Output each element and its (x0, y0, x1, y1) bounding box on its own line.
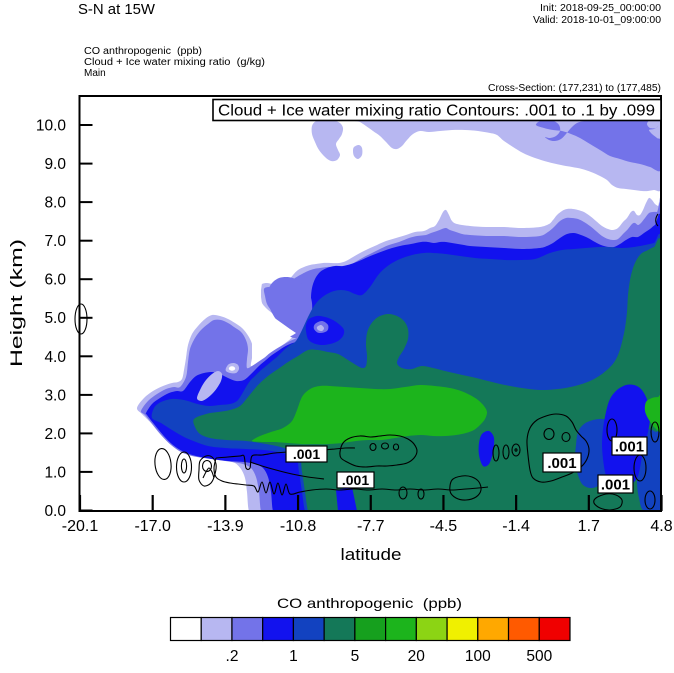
svg-text:Cloud + Ice water mixing ratio: Cloud + Ice water mixing ratio (g/kg) (84, 57, 265, 68)
svg-text:.001: .001 (615, 438, 644, 455)
svg-text:Valid: 2018-10-01_09:00:00: Valid: 2018-10-01_09:00:00 (533, 14, 661, 26)
svg-text:.001: .001 (293, 446, 320, 462)
svg-text:1.7: 1.7 (578, 518, 600, 535)
svg-text:500: 500 (526, 648, 552, 665)
svg-text:8.0: 8.0 (44, 195, 66, 212)
svg-text:-17.0: -17.0 (134, 518, 171, 535)
svg-text:.001: .001 (342, 472, 369, 488)
svg-text:.001: .001 (601, 476, 630, 493)
svg-text:-4.5: -4.5 (430, 518, 458, 535)
svg-text:5.0: 5.0 (44, 310, 66, 327)
svg-text:Cloud + Ice water mixing ratio: Cloud + Ice water mixing ratio Contours:… (218, 103, 655, 120)
svg-text:3.0: 3.0 (44, 387, 66, 404)
svg-text:-10.8: -10.8 (280, 518, 317, 535)
svg-text:2.0: 2.0 (44, 426, 66, 443)
svg-text:0.0: 0.0 (44, 503, 66, 520)
svg-text:CO anthropogenic (ppb): CO anthropogenic (ppb) (84, 46, 202, 57)
svg-text:9.0: 9.0 (44, 156, 66, 173)
svg-text:10.0: 10.0 (36, 118, 67, 135)
svg-text:5: 5 (351, 648, 360, 665)
svg-text:.001: .001 (547, 455, 576, 472)
svg-text:20: 20 (408, 648, 426, 665)
svg-text:S-N at 15W: S-N at 15W (78, 1, 156, 18)
svg-text:Cross-Section: (177,231) to (1: Cross-Section: (177,231) to (177,485) (488, 83, 661, 94)
svg-text:Main: Main (84, 68, 106, 79)
svg-text:Init: 2018-09-25_00:00:00: Init: 2018-09-25_00:00:00 (540, 2, 661, 14)
svg-text:7.0: 7.0 (44, 233, 66, 250)
svg-text:-13.9: -13.9 (207, 518, 244, 535)
svg-text:-1.4: -1.4 (502, 518, 530, 535)
svg-text:100: 100 (465, 648, 491, 665)
svg-text:4.8: 4.8 (650, 518, 672, 535)
svg-text:-20.1: -20.1 (62, 518, 99, 535)
svg-text:CO anthropogenic (ppb): CO anthropogenic (ppb) (277, 595, 462, 611)
svg-text:Height (km): Height (km) (7, 239, 26, 367)
svg-text:1.0: 1.0 (44, 464, 66, 481)
svg-text:latitude: latitude (341, 546, 402, 564)
svg-text:6.0: 6.0 (44, 272, 66, 289)
svg-text:.2: .2 (226, 648, 239, 665)
svg-text:4.0: 4.0 (44, 349, 66, 366)
svg-text:-7.7: -7.7 (357, 518, 385, 535)
svg-text:1: 1 (289, 648, 298, 665)
